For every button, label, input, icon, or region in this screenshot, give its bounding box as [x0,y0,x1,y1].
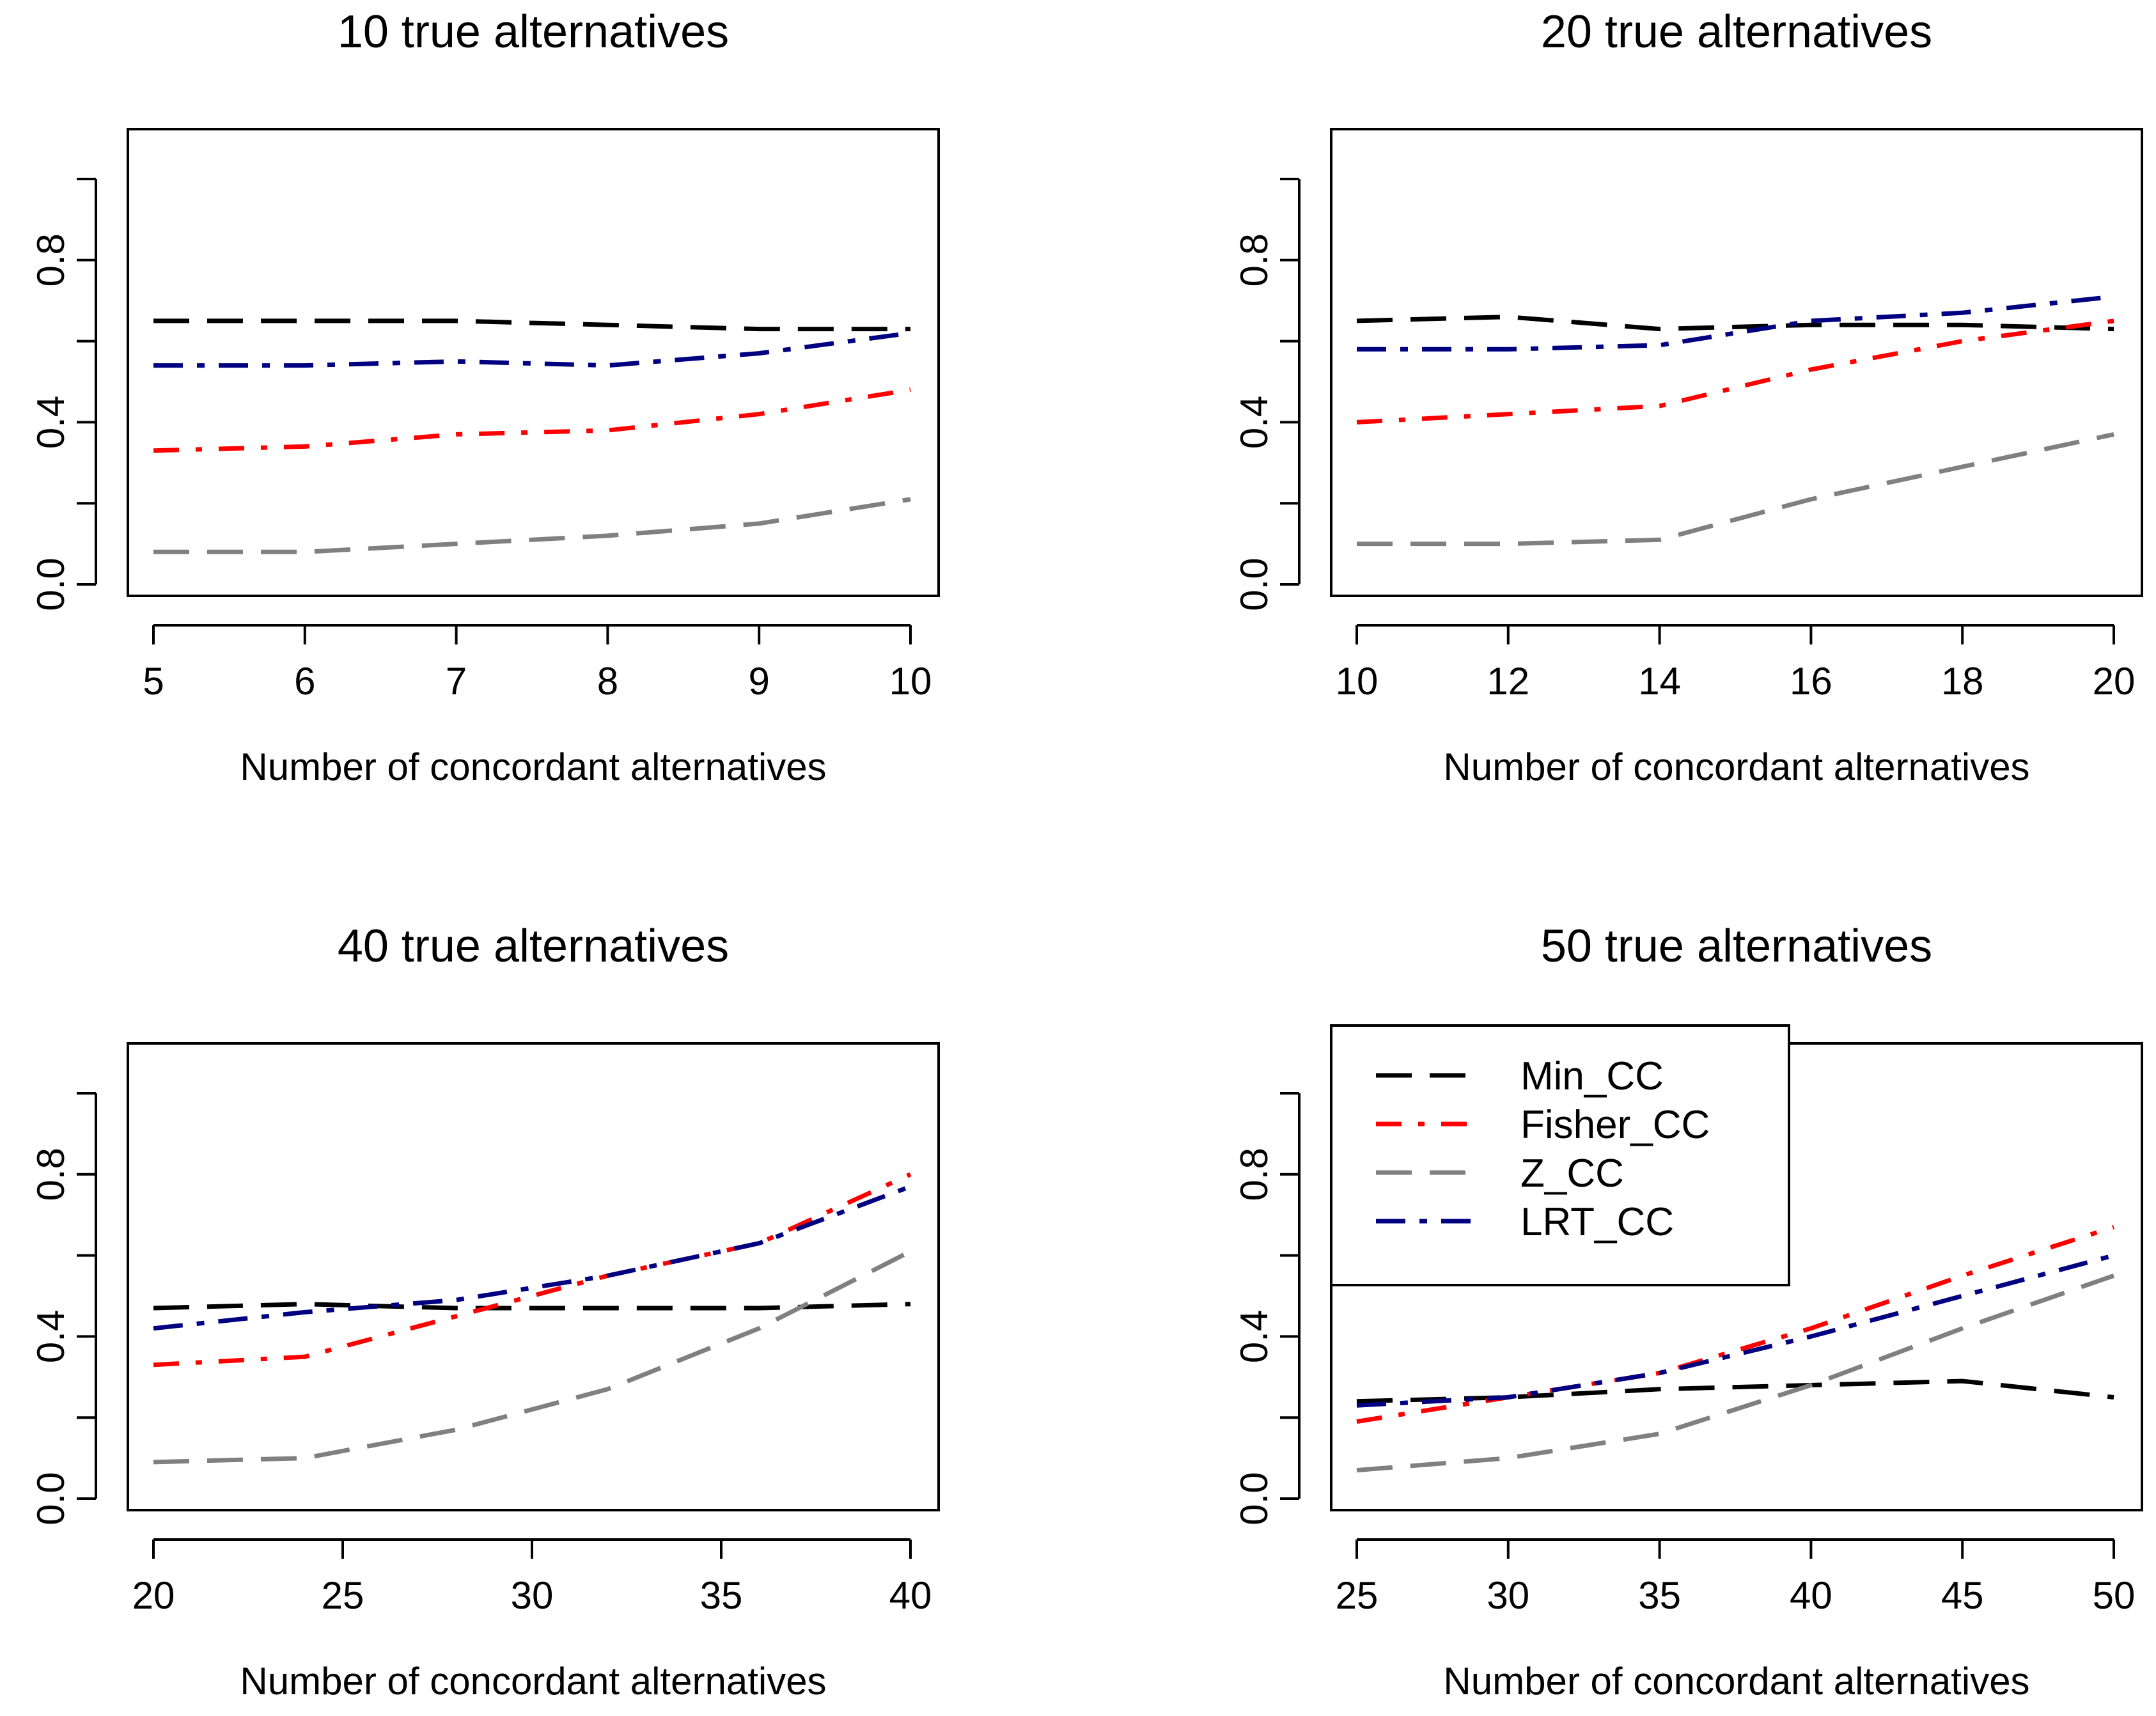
panel-2-x-tick-label: 12 [1487,660,1529,703]
panel-1-series-z-cc [153,497,911,554]
panel-1-x-tick-label: 8 [597,660,618,703]
panel-2-y-tick-label: 0.0 [1233,558,1276,611]
panel-3-series-min-cc [153,1302,911,1311]
panel-1-x-tick-label: 7 [446,660,467,703]
panel-3-title: 40 true alternatives [338,921,729,972]
panel-4-x-tick-label: 50 [2093,1574,2136,1617]
panel-1: 10 true alternatives 0.0 0.4 0.8 5 6 7 8 9 10 Numb… [29,6,940,788]
panel-3: 40 true alternatives 0.0 0.4 0.8 20 25 30 35 40 N… [29,921,940,1703]
panel-4-x-tick-label: 30 [1487,1574,1529,1617]
panel-1-series-lrt-cc [153,331,911,368]
panel-1-x-tick-label: 5 [143,660,164,703]
panel-4-y-tick-label: 0.4 [1233,1310,1276,1363]
panel-1-x-tick-label: 6 [294,660,315,703]
panel-2-x-tick-label: 18 [1941,660,1984,703]
panel-4-y-tick-label: 0.8 [1233,1148,1276,1201]
panel-2-x-tick-label: 20 [2093,660,2136,703]
panel-2-y-tick-label: 0.8 [1233,233,1276,286]
panel-4-legend-label-min-cc: Min_CC [1520,1054,1664,1098]
panel-3-plot-frame [127,1042,940,1511]
panel-4-legend-label-fisher-cc: Fisher_CC [1520,1103,1710,1147]
panel-2-series-lrt-cc [1357,294,2114,352]
panel-3-series-z-cc [153,1249,912,1465]
panel-4-x-tick-label: 45 [1941,1574,1984,1617]
panel-2-series-min-cc [1356,315,2114,332]
panel-2-title: 20 true alternatives [1541,6,1932,58]
panel-1-plot-frame [127,128,940,597]
panel-1-y-tick-label: 0.0 [29,558,72,611]
panel-4-x-label: Number of concordant alternatives [1443,1660,2029,1703]
panel-2-y-tick-label: 0.4 [1233,396,1276,449]
panel-3-x-tick-label: 35 [700,1574,743,1617]
panel-4-legend-label-lrt-cc: LRT_CC [1520,1200,1674,1244]
panel-4-title: 50 true alternatives [1541,921,1932,972]
panel-3-y-tick-label: 0.0 [29,1472,72,1525]
panel-4-series-min-cc [1356,1378,2114,1404]
panel-2-x-label: Number of concordant alternatives [1443,745,2029,788]
panel-2-series-z-cc [1357,432,2114,547]
panel-4-x-tick-label: 35 [1638,1574,1681,1617]
panel-1-x-tick-label: 10 [889,660,932,703]
panel-1-y-tick-label: 0.8 [29,233,72,286]
panel-3-series-fisher-cc [153,1172,912,1368]
panel-4-x-tick-label: 40 [1790,1574,1832,1617]
panel-2-x-tick-label: 14 [1638,660,1681,703]
panel-4-y-tick-label: 0.0 [1233,1472,1276,1525]
panel-3-y-tick-label: 0.8 [29,1148,72,1201]
panel-4-series-z-cc [1356,1273,2115,1473]
panel-4: 50 true alternatives 0.0 0.4 0.8 25 30 35 40 45 5… [1233,921,2143,1703]
panel-2-plot-frame [1330,128,2143,597]
panel-3-x-tick-label: 25 [322,1574,364,1617]
panel-2: 20 true alternatives 0.0 0.4 0.8 10 12 14 16 18 2… [1233,6,2143,788]
panel-3-x-tick-label: 30 [511,1574,554,1617]
panel-3-x-label: Number of concordant alternatives [240,1660,826,1703]
panel-2-x-tick-label: 16 [1790,660,1832,703]
panel-1-x-label: Number of concordant alternatives [240,745,826,788]
panel-3-x-tick-label: 20 [132,1574,175,1617]
panel-2-x-tick-label: 10 [1336,660,1379,703]
panel-4-legend-label-z-cc: Z_CC [1520,1151,1624,1196]
panel-1-title: 10 true alternatives [338,6,729,58]
panel-1-series-fisher-cc [153,387,911,453]
panel-4-x-tick-label: 25 [1336,1574,1379,1617]
panel-1-series-min-cc [153,318,910,332]
panel-1-x-tick-label: 9 [749,660,770,703]
panel-4-legend-box [1330,1024,1790,1286]
panel-2-series-fisher-cc [1356,318,2114,425]
panel-1-y-tick-label: 0.4 [29,396,72,449]
panel-3-x-tick-label: 40 [889,1574,932,1617]
panel-3-y-tick-label: 0.4 [29,1310,72,1363]
